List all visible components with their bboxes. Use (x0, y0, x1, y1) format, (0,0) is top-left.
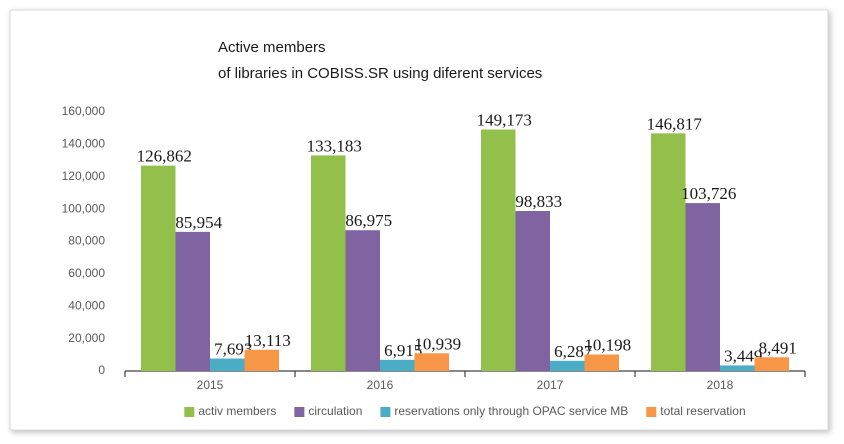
data-label: 146,817 (647, 114, 703, 133)
bar (244, 349, 279, 371)
bar (414, 353, 449, 371)
legend-swatch (184, 407, 195, 417)
data-label: 126,862 (137, 147, 192, 166)
bar (720, 365, 755, 371)
bar (550, 360, 585, 371)
bar (210, 358, 245, 371)
y-tick-label: 0 (98, 363, 105, 377)
y-tick-label: 120,000 (62, 169, 106, 183)
data-label: 10,198 (584, 335, 631, 354)
chart-title: Active members (218, 39, 326, 56)
bar (311, 155, 346, 371)
y-tick-label: 60,000 (68, 266, 105, 280)
x-tick-label: 2016 (367, 378, 394, 392)
y-tick-label: 40,000 (68, 298, 105, 312)
data-label: 149,173 (477, 111, 532, 130)
data-label: 133,183 (307, 136, 362, 155)
chart-title: of libraries in COBISS.SR using diferent… (218, 65, 542, 82)
legend-swatch (380, 407, 391, 417)
legend-label: activ members (198, 404, 276, 418)
bar (651, 133, 686, 371)
legend-swatch (294, 407, 305, 417)
x-tick-label: 2015 (197, 378, 224, 392)
bar (481, 129, 516, 371)
legend-label: reservations only through OPAC service M… (394, 404, 628, 418)
data-label: 86,975 (345, 211, 392, 230)
data-label: 6,915 (384, 341, 422, 360)
legend-label: circulation (308, 404, 362, 418)
data-label: 8,491 (759, 338, 797, 357)
bar (515, 211, 550, 371)
bar (175, 231, 210, 371)
bar (584, 354, 619, 371)
bar (685, 203, 720, 371)
data-label: 103,726 (681, 184, 736, 203)
y-tick-label: 20,000 (68, 331, 105, 345)
data-label: 13,113 (245, 331, 291, 350)
legend-swatch (646, 407, 657, 417)
data-label: 98,833 (515, 192, 562, 211)
bar (141, 165, 176, 371)
bar (380, 359, 415, 371)
y-tick-label: 100,000 (62, 201, 106, 215)
bar (754, 357, 789, 371)
y-tick-label: 80,000 (68, 234, 105, 248)
data-label: 85,954 (175, 213, 222, 232)
data-label: 3,449 (724, 346, 762, 365)
y-tick-label: 140,000 (62, 137, 106, 151)
data-label: 7,693 (214, 340, 252, 359)
bar (345, 230, 380, 371)
data-label: 10,939 (414, 334, 461, 353)
y-tick-label: 160,000 (62, 104, 106, 118)
data-label: 6,287 (554, 342, 593, 361)
x-tick-label: 2017 (537, 378, 564, 392)
legend-label: total reservation (660, 404, 745, 418)
x-tick-label: 2018 (707, 378, 734, 392)
